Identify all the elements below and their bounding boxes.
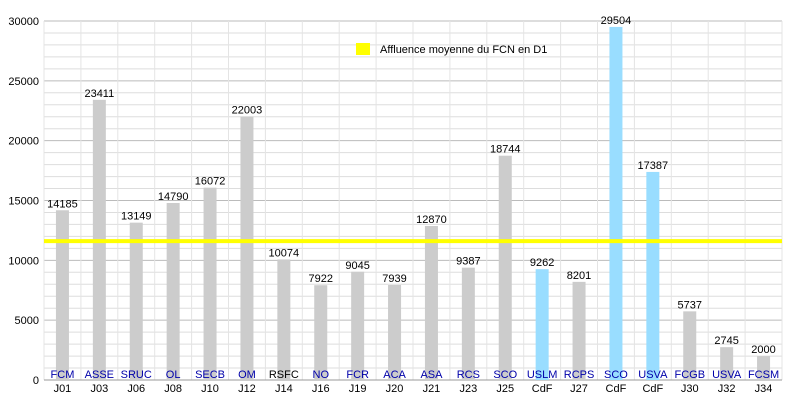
- x-tick-label: J10: [201, 383, 219, 395]
- x-tick-label: CdF: [606, 383, 627, 395]
- data-label: 8201: [567, 270, 591, 282]
- y-tick-label: 10000: [8, 255, 39, 267]
- legend-swatch: [356, 43, 370, 55]
- bar: [757, 356, 771, 380]
- data-label: 9045: [345, 260, 369, 272]
- x-tick-label: J25: [496, 383, 514, 395]
- bar: [351, 271, 365, 380]
- data-label: 13149: [121, 211, 152, 223]
- x-tick-label: J23: [459, 383, 477, 395]
- opponent-label: FCGB: [674, 369, 705, 381]
- opponent-label: FCM: [51, 369, 75, 381]
- bar: [240, 116, 254, 380]
- bar: [535, 269, 549, 380]
- opponent-label: RSFC: [269, 369, 299, 381]
- data-label: 9262: [530, 257, 554, 269]
- x-tick-label: J32: [718, 383, 736, 395]
- data-label: 2000: [751, 344, 775, 356]
- y-tick-label: 0: [33, 375, 39, 387]
- y-tick-label: 15000: [8, 196, 39, 208]
- data-label: 7939: [382, 273, 406, 285]
- opponent-label: USVA: [638, 369, 668, 381]
- opponent-label: OM: [238, 369, 256, 381]
- x-tick-label: J14: [275, 383, 293, 395]
- bar-layer: [55, 26, 771, 381]
- x-tick-label: CdF: [642, 383, 663, 395]
- x-tick-label: J06: [127, 383, 145, 395]
- bar: [498, 155, 512, 380]
- bar: [166, 203, 180, 380]
- bar: [424, 225, 438, 380]
- opponent-label: FCSM: [748, 369, 779, 381]
- x-tick-label: J12: [238, 383, 256, 395]
- data-label: 18744: [490, 144, 521, 156]
- x-tick-label: CdF: [532, 383, 553, 395]
- bar: [129, 222, 143, 380]
- data-label: 10074: [269, 247, 300, 259]
- grid-layer: [43, 20, 783, 381]
- opponent-label: ASA: [420, 369, 443, 381]
- x-tick-label: J30: [681, 383, 699, 395]
- bar: [572, 281, 586, 380]
- y-tick-label: 5000: [15, 315, 39, 327]
- data-label: 23411: [84, 88, 114, 100]
- data-label: 14790: [158, 191, 189, 203]
- data-label: 17387: [638, 160, 669, 172]
- legend: Affluence moyenne du FCN en D1: [356, 43, 547, 56]
- bar: [277, 259, 291, 380]
- data-label: 29504: [601, 15, 632, 27]
- opponent-label: SRUC: [121, 369, 152, 381]
- data-label: 7922: [309, 273, 333, 285]
- bar: [314, 285, 328, 380]
- x-tick-label: J08: [164, 383, 182, 395]
- x-tick-label: J03: [90, 383, 108, 395]
- opponent-label: USVA: [712, 369, 742, 381]
- bar: [461, 267, 475, 380]
- bar: [388, 284, 402, 380]
- x-tick-label: J27: [570, 383, 588, 395]
- opponent-label: NO: [313, 369, 330, 381]
- opponent-label: ACA: [383, 369, 406, 381]
- opponent-label: RCPS: [564, 369, 595, 381]
- opponent-label: FCR: [346, 369, 369, 381]
- bar: [720, 347, 734, 380]
- x-tick-label: J34: [755, 383, 773, 395]
- opponent-label: USLM: [527, 369, 558, 381]
- x-tick-label: J20: [386, 383, 404, 395]
- data-label: 2745: [714, 335, 738, 347]
- opponent-label: SECB: [195, 369, 225, 381]
- x-tick-label: J01: [54, 383, 72, 395]
- x-tick-label: J21: [423, 383, 441, 395]
- opponent-label: OL: [166, 369, 181, 381]
- y-tick-label: 20000: [8, 136, 39, 148]
- data-label: 14185: [47, 198, 78, 210]
- x-tick-label: J19: [349, 383, 367, 395]
- bar: [55, 210, 69, 380]
- y-tick-label: 25000: [8, 76, 39, 88]
- data-label: 22003: [232, 105, 263, 117]
- bar: [646, 171, 660, 380]
- data-label: 12870: [416, 214, 447, 226]
- y-tick-label: 30000: [8, 16, 39, 28]
- x-tick-label: J16: [312, 383, 330, 395]
- data-label: 5737: [678, 299, 702, 311]
- data-label: 16072: [195, 176, 226, 188]
- opponent-label: RCS: [457, 369, 480, 381]
- label-layer: 0 5000 10000 15000 20000 25000 30000 14185 FCM J0…: [8, 15, 779, 395]
- opponent-label: ASSE: [85, 369, 114, 381]
- bar: [683, 311, 697, 380]
- bar: [203, 187, 217, 380]
- opponent-label: SCO: [604, 369, 628, 381]
- opponent-label: SCO: [493, 369, 517, 381]
- legend-label: Affluence moyenne du FCN en D1: [380, 44, 547, 56]
- bar: [609, 26, 623, 381]
- data-label: 9387: [456, 256, 480, 268]
